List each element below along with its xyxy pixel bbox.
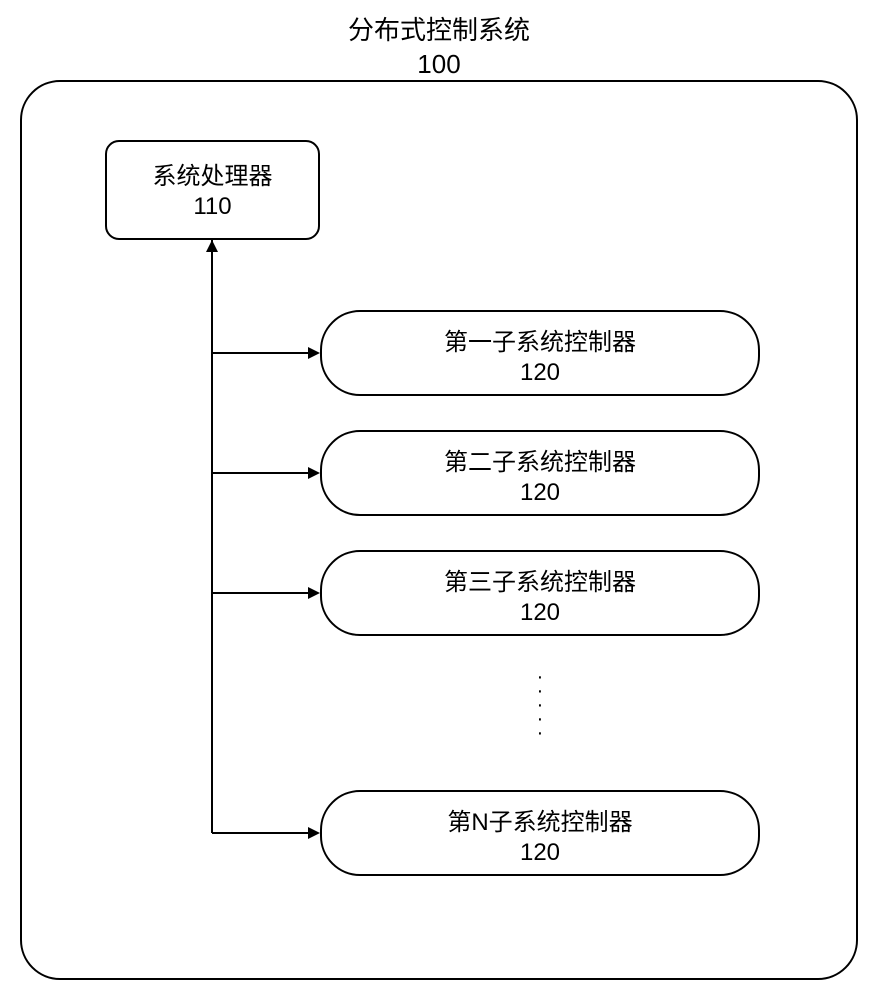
subsystem-label: 第一子系统控制器 xyxy=(322,322,758,357)
subsystem-label: 第三子系统控制器 xyxy=(322,562,758,597)
system-title: 分布式控制系统 100 xyxy=(289,10,589,80)
subsystem-label: 第N子系统控制器 xyxy=(322,802,758,837)
system-title-label: 分布式控制系统 xyxy=(289,10,589,47)
subsystem-number: 120 xyxy=(322,599,758,627)
processor-number: 110 xyxy=(107,193,318,221)
subsystem-node: 第二子系统控制器 120 xyxy=(320,430,760,516)
processor-label: 系统处理器 xyxy=(107,156,318,191)
subsystem-number: 120 xyxy=(322,479,758,507)
subsystem-node: 第N子系统控制器 120 xyxy=(320,790,760,876)
subsystem-node: 第一子系统控制器 120 xyxy=(320,310,760,396)
subsystem-number: 120 xyxy=(322,359,758,387)
subsystem-node: 第三子系统控制器 120 xyxy=(320,550,760,636)
subsystem-number: 120 xyxy=(322,839,758,867)
processor-node: 系统处理器 110 xyxy=(105,140,320,240)
system-title-number: 100 xyxy=(289,49,589,80)
ellipsis-icon: ····· xyxy=(535,670,545,740)
ellipsis-icon: ····· xyxy=(207,670,217,740)
subsystem-label: 第二子系统控制器 xyxy=(322,442,758,477)
